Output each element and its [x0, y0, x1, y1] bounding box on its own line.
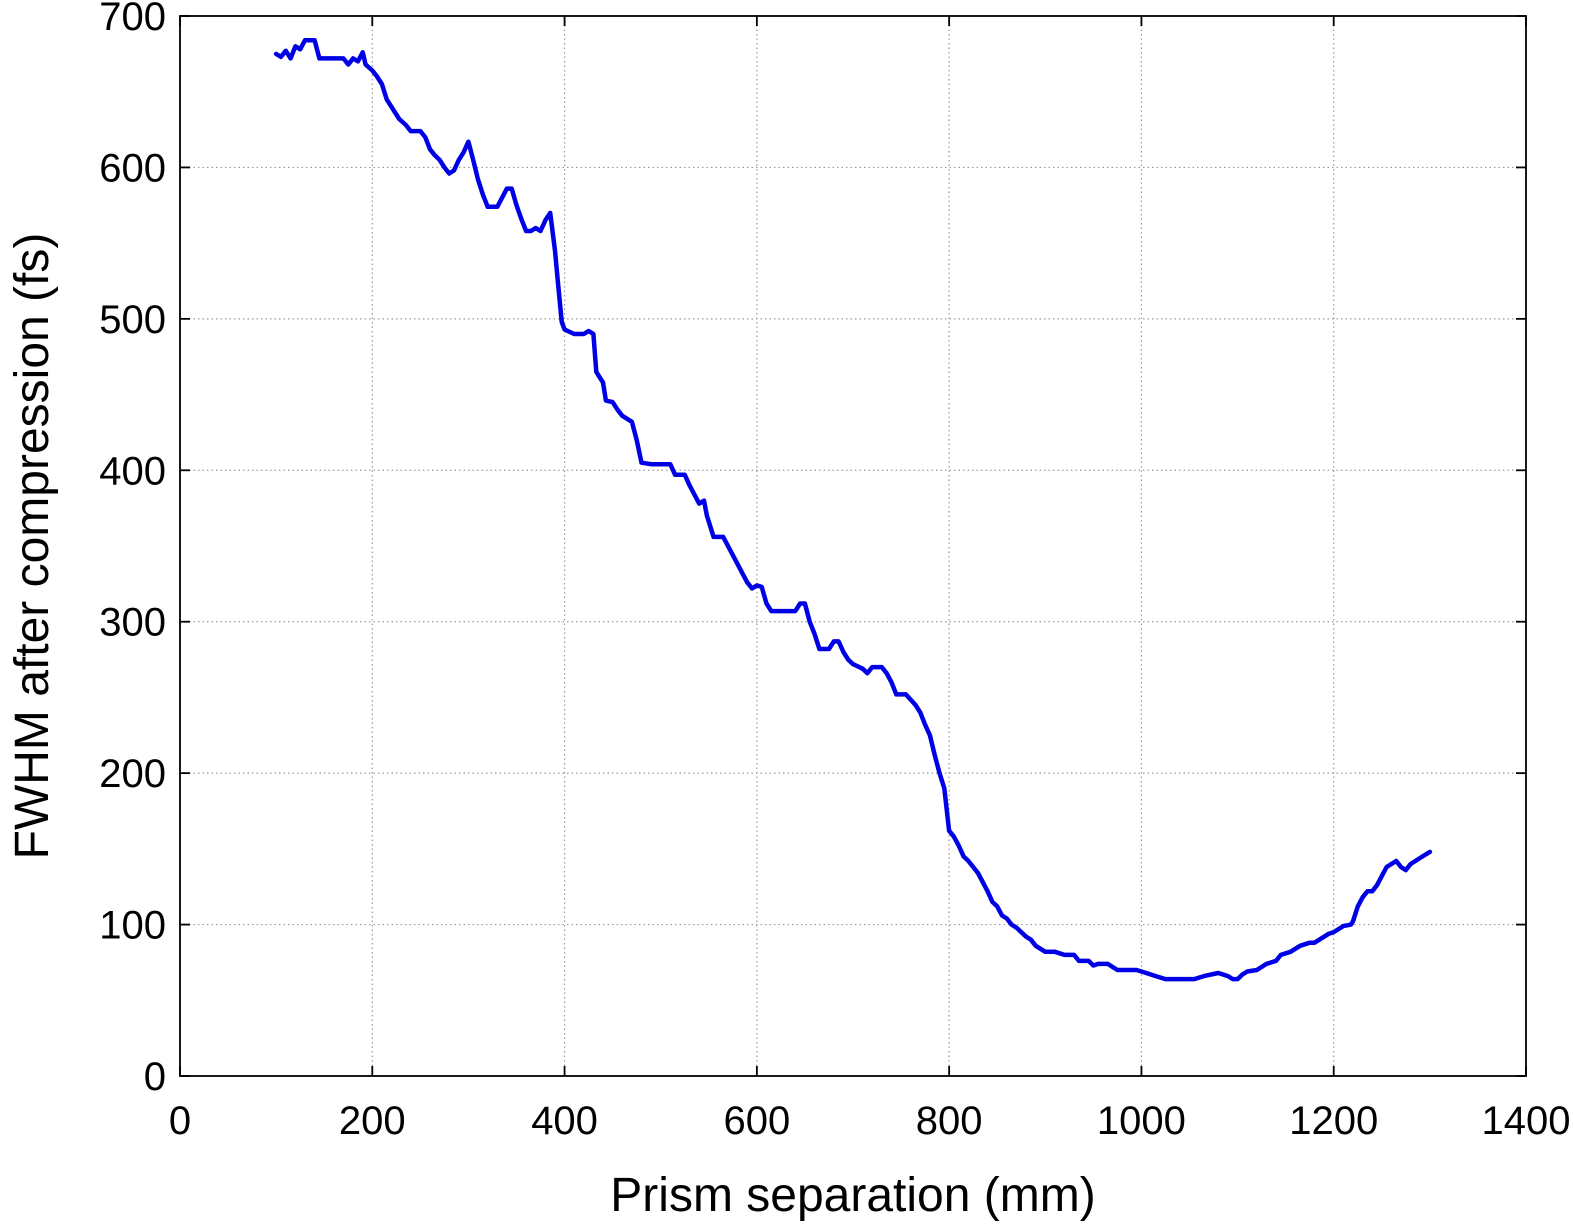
y-tick-label: 700: [99, 0, 166, 39]
x-tick-label: 800: [916, 1099, 983, 1143]
y-tick-label: 300: [99, 601, 166, 645]
series-line: [273, 37, 1433, 982]
x-tick-label: 200: [339, 1099, 406, 1143]
axis-ticks: [179, 15, 1527, 1077]
y-tick-label: 200: [99, 752, 166, 796]
x-tick-label: 1200: [1289, 1099, 1378, 1143]
y-tick-labels: 0 100 200 300 400 500 600 700: [99, 0, 166, 1099]
series-layer: [273, 37, 1433, 982]
y-tick-label: 500: [99, 298, 166, 342]
x-tick-label: 1400: [1482, 1099, 1571, 1143]
grid-lines: [180, 16, 1526, 1076]
x-tick-label: 0: [169, 1099, 191, 1143]
x-tick-label: 600: [723, 1099, 790, 1143]
x-tick-label: 1000: [1097, 1099, 1186, 1143]
x-tick-label: 400: [531, 1099, 598, 1143]
y-axis-label: FWHM after compression (fs): [6, 233, 59, 860]
plot-frame: [179, 15, 1527, 1077]
x-axis-label: Prism separation (mm): [610, 1169, 1095, 1222]
y-tick-label: 400: [99, 449, 166, 493]
y-tick-label: 100: [99, 904, 166, 948]
x-tick-labels: 0 200 400 600 800 1000 1200 1400: [169, 1099, 1571, 1143]
y-tick-label: 0: [144, 1055, 166, 1099]
y-tick-label: 600: [99, 146, 166, 190]
